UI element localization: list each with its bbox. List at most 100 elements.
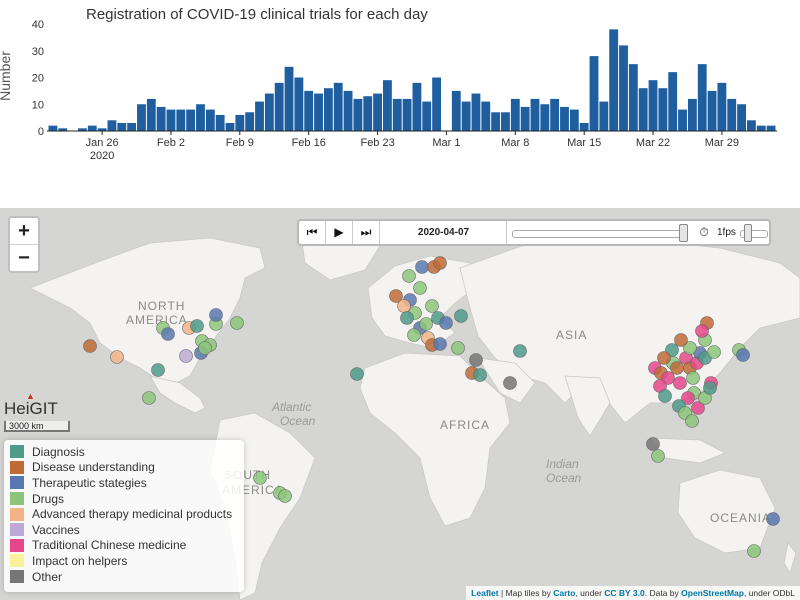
bar [550,98,560,131]
trial-marker[interactable] [209,308,223,322]
trial-marker[interactable] [142,391,156,405]
trial-marker[interactable] [658,389,672,403]
bar [619,45,628,131]
label-north-america-l1: NORTH [138,299,185,313]
play-button[interactable]: ▶ [326,221,353,244]
trial-marker[interactable] [451,341,465,355]
trial-marker[interactable] [670,361,684,375]
trial-marker[interactable] [651,449,665,463]
bar [599,101,609,131]
zoom-out-button[interactable]: − [10,244,38,271]
x-tick-label: Feb 2 [157,137,185,149]
bar [196,104,205,131]
trial-marker[interactable] [691,401,705,415]
bar [402,98,412,131]
label-indian-l1: Indian [546,457,579,471]
chart-title: Registration of COVID-19 clinical trials… [86,6,428,23]
trial-marker[interactable] [400,311,414,325]
trial-marker[interactable] [190,319,204,333]
trial-marker[interactable] [350,367,364,381]
trial-marker[interactable] [439,316,453,330]
legend-label: Vaccines [32,522,80,537]
trial-marker[interactable] [681,391,695,405]
trial-marker[interactable] [703,381,717,395]
bar [481,101,491,131]
trial-marker[interactable] [179,349,193,363]
bar [658,88,668,131]
bar [314,93,323,131]
trial-marker[interactable] [454,309,468,323]
trial-marker[interactable] [278,489,292,503]
trial-marker[interactable] [473,368,487,382]
fps-slider-handle[interactable] [744,224,752,242]
trial-marker[interactable] [766,512,780,526]
trial-marker[interactable] [685,414,699,428]
fps-slider-track[interactable] [740,230,768,238]
trial-marker[interactable] [674,333,688,347]
trial-marker[interactable] [415,260,429,274]
trial-marker[interactable] [657,351,671,365]
legend-swatch [10,523,24,537]
trial-marker[interactable] [407,328,421,342]
trial-marker[interactable] [686,371,700,385]
bar [274,82,284,131]
trial-marker[interactable] [469,353,483,367]
bar [678,109,687,131]
bar [146,98,156,131]
trial-marker[interactable] [747,544,761,558]
bar [451,90,461,132]
bar [186,109,196,131]
osm-link[interactable]: OpenStreetMap [681,588,744,598]
legend-swatch [10,460,24,474]
trial-marker[interactable] [402,269,416,283]
trial-marker[interactable] [425,299,439,313]
legend-swatch [10,538,24,552]
bar [717,82,727,131]
legend-item: Diagnosis [10,444,238,460]
time-slider-track[interactable] [512,230,686,238]
bar [215,114,225,131]
world-map[interactable]: NORTH AMERICA SOUTH AMERICA AFRICA ASIA … [0,208,800,600]
carto-link[interactable]: Carto [553,588,576,598]
legend-label: Drugs [32,491,65,506]
trial-marker[interactable] [695,324,709,338]
trial-marker[interactable] [83,339,97,353]
trial-marker[interactable] [503,376,517,390]
zoom-in-button[interactable]: + [18,220,30,242]
central-america-land [149,375,206,414]
bar [471,93,481,131]
trial-marker[interactable] [110,350,124,364]
cc-link[interactable]: CC BY 3.0 [604,588,645,598]
trial-marker[interactable] [513,344,527,358]
bar [373,93,382,131]
bar [540,104,550,131]
bar [225,122,235,131]
label-atlantic-l2: Ocean [280,414,316,428]
trial-marker[interactable] [433,337,447,351]
leaflet-link[interactable]: Leaflet [471,588,499,598]
trial-marker[interactable] [707,345,721,359]
trial-marker[interactable] [673,376,687,390]
trial-marker[interactable] [646,437,660,451]
new-zealand-land [783,542,797,574]
trial-marker[interactable] [413,281,427,295]
trial-marker[interactable] [683,341,697,355]
trial-marker[interactable] [397,299,411,313]
bar [323,88,333,131]
trial-marker[interactable] [419,317,433,331]
trial-marker[interactable] [253,471,267,485]
step-forward-button[interactable]: ⏭ [353,221,380,244]
chart-svg: Registration of COVID-19 clinical trials… [0,6,777,162]
step-back-button[interactable]: ⏮ [299,221,326,244]
trial-marker[interactable] [230,316,244,330]
trial-marker[interactable] [198,341,212,355]
trial-marker[interactable] [151,363,165,377]
time-slider-handle[interactable] [679,224,688,242]
trial-marker[interactable] [161,327,175,341]
trial-marker[interactable] [389,289,403,303]
y-tick-label: 10 [32,99,44,111]
attr-text-2: , under [575,588,605,598]
logo-mark-icon: ▲ [26,391,35,401]
trial-marker[interactable] [736,348,750,362]
trial-marker[interactable] [433,256,447,270]
